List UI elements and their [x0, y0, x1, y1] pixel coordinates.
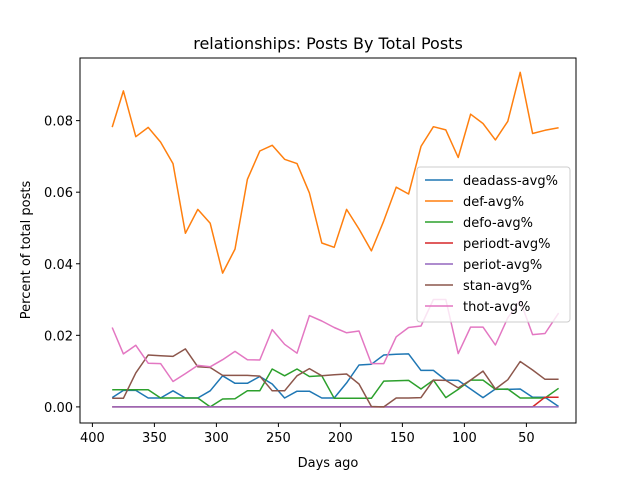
legend-box [416, 166, 571, 323]
y-axis-title: Percent of total posts [19, 181, 34, 320]
series-line-defo-avg [112, 368, 560, 408]
y-tick-label: 0.08 [44, 115, 73, 130]
legend-label: thot-avg% [463, 300, 530, 315]
legend-label: periot-avg% [463, 258, 542, 273]
x-tick-label: 250 [266, 431, 291, 446]
x-axis-title: Days ago [298, 456, 359, 471]
x-tick-label: 200 [328, 431, 353, 446]
y-axis-ticks: 0.00 0.02 0.04 0.06 0.08 [44, 115, 80, 416]
chart-title: relationships: Posts By Total Posts [193, 34, 463, 53]
y-tick-label: 0.06 [44, 186, 73, 201]
legend-label: stan-avg% [463, 279, 532, 294]
y-tick-label: 0.00 [44, 401, 73, 416]
legend-label: defo-avg% [463, 216, 533, 231]
legend: deadass-avg% def-avg% defo-avg% periodt-avg… [416, 166, 571, 323]
plot-frame [79, 57, 577, 424]
plot-lines [111, 71, 560, 408]
x-tick-label: 350 [142, 431, 167, 446]
x-tick-label: 50 [518, 431, 535, 446]
series-line-stan-avg [112, 348, 559, 408]
series-line-def-avg [111, 71, 559, 274]
x-tick-label: 300 [204, 431, 229, 446]
legend-label: deadass-avg% [463, 174, 558, 189]
x-tick-label: 400 [80, 431, 105, 446]
series-line-thot-avg [111, 298, 560, 383]
legend-label: periodt-avg% [463, 237, 550, 252]
x-axis-ticks: 400 350 300 250 200 150 100 50 [80, 423, 535, 446]
x-tick-label: 150 [390, 431, 415, 446]
legend-label: def-avg% [463, 195, 524, 210]
y-tick-label: 0.02 [44, 329, 73, 344]
x-tick-label: 100 [452, 431, 477, 446]
y-tick-label: 0.04 [44, 258, 73, 273]
